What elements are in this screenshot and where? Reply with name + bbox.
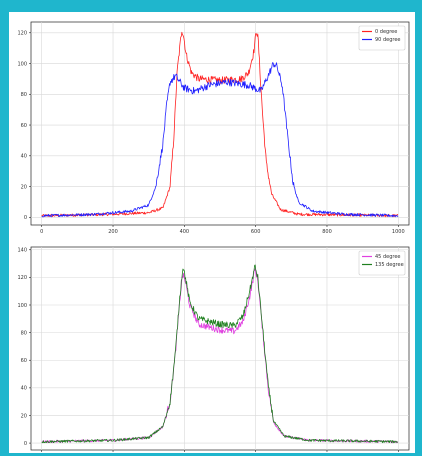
x-tick-label: 200 (108, 229, 118, 235)
y-tick-label: 140 (17, 248, 27, 254)
y-tick-label: 20 (21, 413, 27, 419)
y-tick-label: 80 (21, 92, 27, 98)
y-tick-label: 20 (21, 184, 27, 190)
series-line-90-degree (41, 62, 399, 218)
plot-area (30, 246, 410, 451)
chart-panel-2: 0200400600800100002040608010012014045 de… (17, 246, 410, 452)
y-tick-label: 0 (24, 441, 27, 447)
x-tick-label: 1000 (392, 229, 405, 235)
y-tick-label: 120 (17, 31, 27, 37)
x-tick-label: 400 (180, 229, 190, 235)
legend-label: 45 degree (375, 254, 400, 260)
y-tick-label: 80 (21, 330, 27, 336)
y-tick-label: 0 (24, 215, 27, 221)
figure-frame: 0 200 400 600 800 1000 0 20 40 60 80 100 120 0 degree… (9, 12, 415, 453)
y-tick-label: 40 (21, 154, 27, 160)
y-tick-label: 100 (17, 303, 27, 309)
y-tick-label: 40 (21, 386, 27, 392)
y-tick-label: 100 (17, 61, 27, 67)
x-tick-label: 800 (322, 229, 332, 235)
legend-label: 135 degree (375, 262, 404, 268)
y-tick-label: 120 (17, 275, 27, 281)
legend-label: 90 degree (375, 37, 400, 43)
series-line-135-degree (41, 264, 399, 444)
x-tick-label: 600 (251, 229, 261, 235)
legend-label: 0 degree (375, 29, 397, 35)
x-tick-label: 0 (40, 229, 43, 235)
plot-area (30, 21, 410, 226)
y-tick-label: 60 (21, 358, 27, 364)
chart-panel-1: 0 200 400 600 800 1000 0 20 40 60 80 100 120 0 degree… (17, 21, 410, 235)
y-tick-label: 60 (21, 123, 27, 129)
